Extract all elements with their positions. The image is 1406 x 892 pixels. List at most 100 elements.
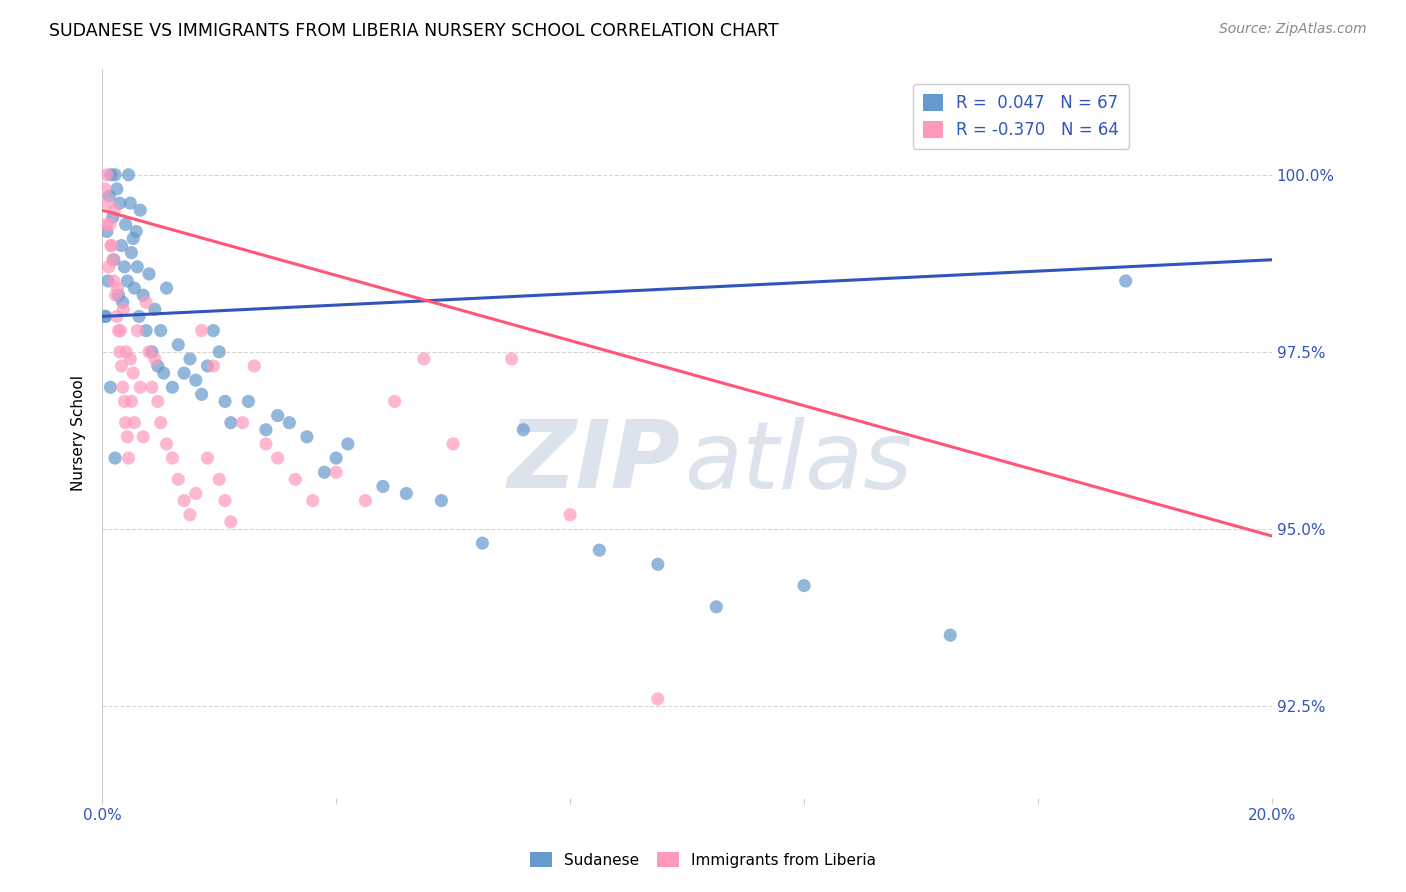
Point bbox=[94, 182, 117, 196]
Point bbox=[190, 387, 212, 401]
Point bbox=[314, 465, 336, 479]
Point bbox=[107, 281, 129, 295]
Point bbox=[325, 465, 347, 479]
Point bbox=[149, 416, 172, 430]
Point bbox=[120, 351, 142, 366]
Text: Source: ZipAtlas.com: Source: ZipAtlas.com bbox=[1219, 22, 1367, 37]
Point bbox=[184, 486, 207, 500]
Point bbox=[704, 599, 727, 614]
Point bbox=[110, 324, 132, 338]
Point bbox=[395, 486, 418, 500]
Point bbox=[107, 288, 129, 302]
Point bbox=[208, 472, 231, 486]
Point bbox=[132, 430, 155, 444]
Point bbox=[100, 380, 122, 394]
Point bbox=[295, 430, 318, 444]
Point bbox=[149, 324, 172, 338]
Text: atlas: atlas bbox=[685, 417, 912, 508]
Point bbox=[100, 168, 122, 182]
Point bbox=[371, 479, 394, 493]
Point bbox=[110, 359, 132, 373]
Point bbox=[120, 196, 142, 211]
Point bbox=[103, 252, 125, 267]
Point bbox=[138, 267, 160, 281]
Point bbox=[254, 423, 277, 437]
Point bbox=[155, 281, 177, 295]
Text: SUDANESE VS IMMIGRANTS FROM LIBERIA NURSERY SCHOOL CORRELATION CHART: SUDANESE VS IMMIGRANTS FROM LIBERIA NURS… bbox=[49, 22, 779, 40]
Point bbox=[214, 394, 236, 409]
Point bbox=[103, 203, 125, 218]
Point bbox=[512, 423, 534, 437]
Point bbox=[135, 295, 157, 310]
Point bbox=[129, 203, 152, 218]
Point bbox=[501, 351, 523, 366]
Point bbox=[143, 351, 166, 366]
Point bbox=[98, 189, 121, 203]
Point bbox=[167, 472, 190, 486]
Point bbox=[107, 324, 129, 338]
Point bbox=[114, 394, 136, 409]
Point bbox=[135, 324, 157, 338]
Point bbox=[96, 224, 118, 238]
Point bbox=[101, 211, 124, 225]
Point bbox=[152, 366, 174, 380]
Point bbox=[219, 515, 242, 529]
Point bbox=[100, 238, 122, 252]
Point bbox=[793, 578, 815, 592]
Point bbox=[190, 324, 212, 338]
Point bbox=[558, 508, 581, 522]
Point bbox=[115, 344, 138, 359]
Point bbox=[94, 310, 117, 324]
Point bbox=[124, 281, 146, 295]
Point bbox=[104, 168, 127, 182]
Point bbox=[117, 274, 139, 288]
Point bbox=[336, 437, 359, 451]
Point bbox=[97, 260, 120, 274]
Point bbox=[173, 366, 195, 380]
Point bbox=[325, 451, 347, 466]
Point bbox=[647, 558, 669, 572]
Point bbox=[232, 416, 254, 430]
Point bbox=[96, 168, 118, 182]
Point bbox=[117, 168, 139, 182]
Point bbox=[94, 310, 117, 324]
Point bbox=[141, 344, 163, 359]
Legend: R =  0.047   N = 67, R = -0.370   N = 64: R = 0.047 N = 67, R = -0.370 N = 64 bbox=[912, 84, 1129, 149]
Point bbox=[111, 380, 134, 394]
Point bbox=[441, 437, 464, 451]
Point bbox=[412, 351, 434, 366]
Point bbox=[100, 238, 122, 252]
Point bbox=[96, 218, 118, 232]
Point bbox=[132, 288, 155, 302]
Point bbox=[939, 628, 962, 642]
Point bbox=[162, 451, 184, 466]
Point bbox=[155, 437, 177, 451]
Point bbox=[108, 196, 131, 211]
Point bbox=[104, 288, 127, 302]
Point bbox=[284, 472, 307, 486]
Point bbox=[101, 252, 124, 267]
Point bbox=[266, 409, 288, 423]
Point bbox=[122, 231, 145, 245]
Point bbox=[243, 359, 266, 373]
Point bbox=[143, 302, 166, 317]
Point bbox=[111, 295, 134, 310]
Point bbox=[110, 238, 132, 252]
Point bbox=[112, 302, 135, 317]
Point bbox=[197, 451, 219, 466]
Point bbox=[146, 359, 169, 373]
Point bbox=[1115, 274, 1137, 288]
Point bbox=[219, 416, 242, 430]
Point bbox=[162, 380, 184, 394]
Point bbox=[105, 182, 128, 196]
Point bbox=[214, 493, 236, 508]
Point bbox=[120, 394, 142, 409]
Point bbox=[471, 536, 494, 550]
Point bbox=[430, 493, 453, 508]
Point bbox=[141, 380, 163, 394]
Point bbox=[167, 337, 190, 351]
Point bbox=[266, 451, 288, 466]
Point bbox=[254, 437, 277, 451]
Point bbox=[127, 260, 149, 274]
Point bbox=[202, 324, 225, 338]
